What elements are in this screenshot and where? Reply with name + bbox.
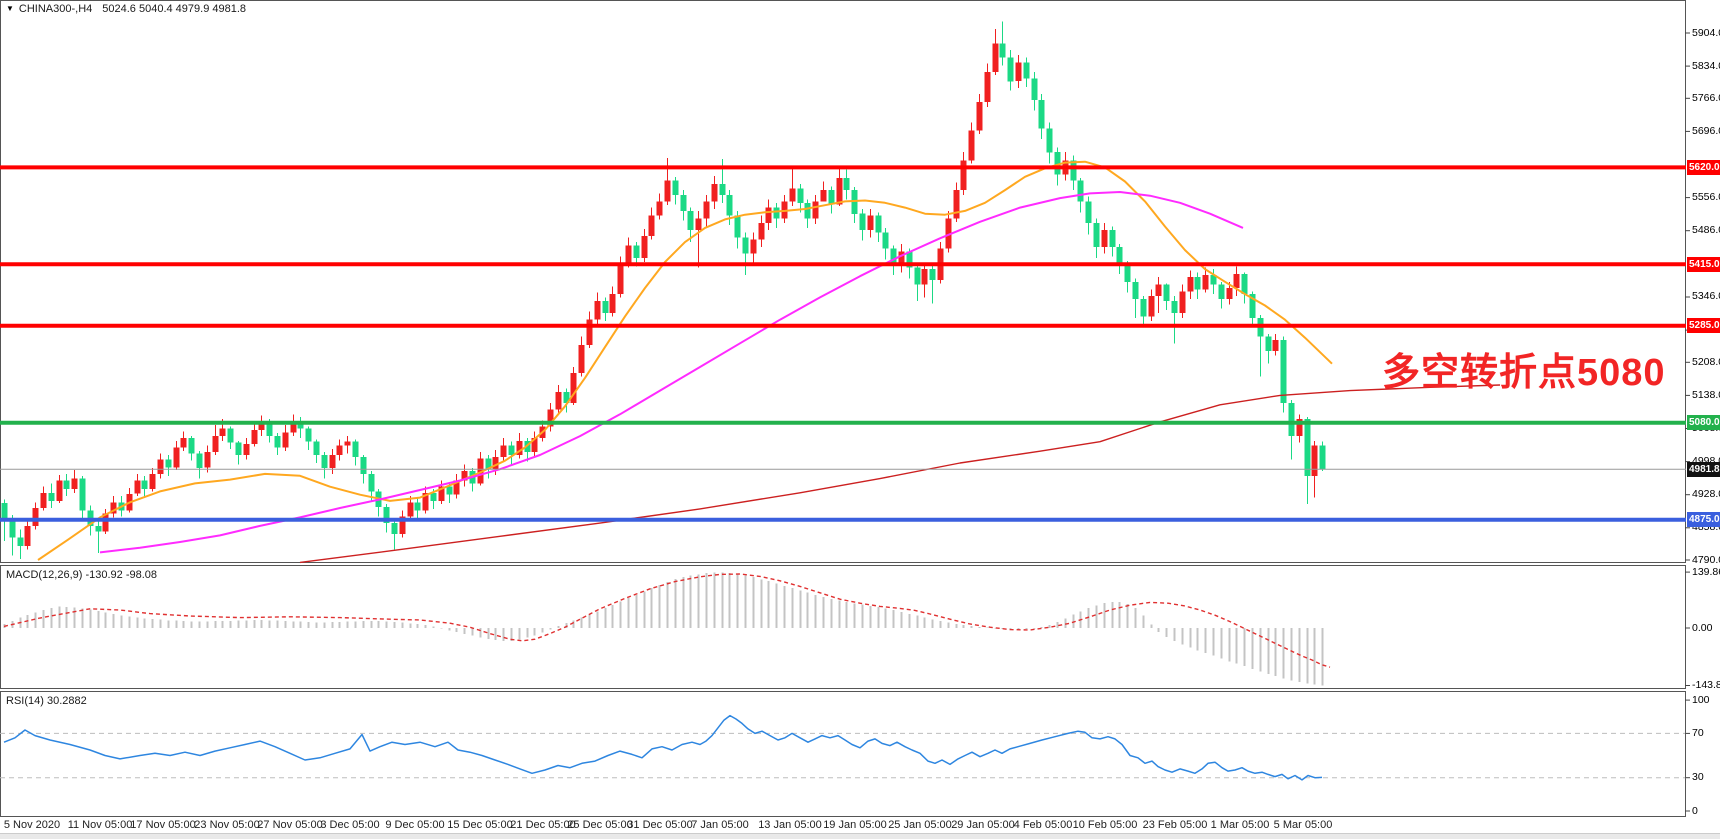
price-level-badge: 5080.0 [1687, 415, 1720, 431]
rsi-tick-label: 30 [1692, 771, 1704, 784]
annotation-text: 多空转折点5080 [1382, 352, 1666, 394]
price-tick-label: 5834.0 [1692, 59, 1720, 72]
date-label: 23 Feb 05:00 [1142, 819, 1208, 831]
date-label: 1 Mar 05:00 [1210, 819, 1270, 831]
dropdown-arrow-icon[interactable]: ▼ [6, 4, 14, 13]
price-tick-label: 5346.0 [1692, 290, 1720, 303]
price-tick-label: 5904.0 [1692, 26, 1720, 39]
date-label: 15 Dec 05:00 [447, 819, 513, 831]
price-tick-label: 5486.0 [1692, 224, 1720, 237]
date-label: 9 Dec 05:00 [385, 819, 445, 831]
price-tick-label: 5766.0 [1692, 91, 1720, 104]
date-label: 29 Jan 05:00 [951, 819, 1015, 831]
price-level-badge: 5620.0 [1687, 159, 1720, 175]
chart-title: ▼ CHINA300-,H4 5024.6 5040.4 4979.9 4981.8 [6, 3, 246, 15]
symbol-timeframe-label: CHINA300-,H4 [18, 3, 93, 15]
price-level-badge: 4875.0 [1687, 512, 1720, 528]
price-level-badge: 4981.8 [1687, 461, 1720, 477]
ohlc-quote-label: 5024.6 5040.4 4979.9 4981.8 [102, 3, 247, 15]
date-label: 31 Dec 05:00 [627, 819, 693, 831]
date-label: 25 Jan 05:00 [888, 819, 952, 831]
date-label: 10 Feb 05:00 [1072, 819, 1138, 831]
date-label: 11 Nov 05:00 [67, 819, 133, 831]
macd-tick-label: -143.82 [1692, 679, 1720, 692]
date-label: 23 Nov 05:00 [194, 819, 260, 831]
date-label: 27 Nov 05:00 [257, 819, 323, 831]
date-label: 3 Dec 05:00 [320, 819, 380, 831]
rsi-tick-label: 0 [1692, 804, 1698, 817]
date-label: 19 Jan 05:00 [823, 819, 887, 831]
date-label: 5 Mar 05:00 [1273, 819, 1333, 831]
macd-tick-label: 0.00 [1692, 621, 1713, 634]
date-label: 17 Nov 05:00 [130, 819, 196, 831]
macd-tick-label: 139.86 [1692, 565, 1720, 578]
rsi-tick-label: 100 [1692, 693, 1710, 706]
price-tick-label: 5696.0 [1692, 124, 1720, 137]
price-level-badge: 5285.0 [1687, 318, 1720, 334]
rsi-tick-label: 70 [1692, 726, 1704, 739]
price-tick-label: 5556.0 [1692, 191, 1720, 204]
price-tick-label: 4790.0 [1692, 553, 1720, 566]
date-label: 21 Dec 05:00 [510, 819, 576, 831]
date-label: 5 Nov 2020 [3, 819, 61, 831]
date-label: 4 Feb 05:00 [1013, 819, 1073, 831]
date-label: 13 Jan 05:00 [758, 819, 822, 831]
date-label: 25 Dec 05:00 [567, 819, 633, 831]
macd-indicator-label: MACD(12,26,9) -130.92 -98.08 [6, 569, 158, 581]
price-tick-label: 4928.0 [1692, 488, 1720, 501]
date-label: 7 Jan 05:00 [691, 819, 749, 831]
price-tick-label: 5138.0 [1692, 388, 1720, 401]
rsi-indicator-label: RSI(14) 30.2882 [6, 695, 87, 707]
price-tick-label: 5208.0 [1692, 355, 1720, 368]
price-level-badge: 5415.0 [1687, 256, 1720, 272]
